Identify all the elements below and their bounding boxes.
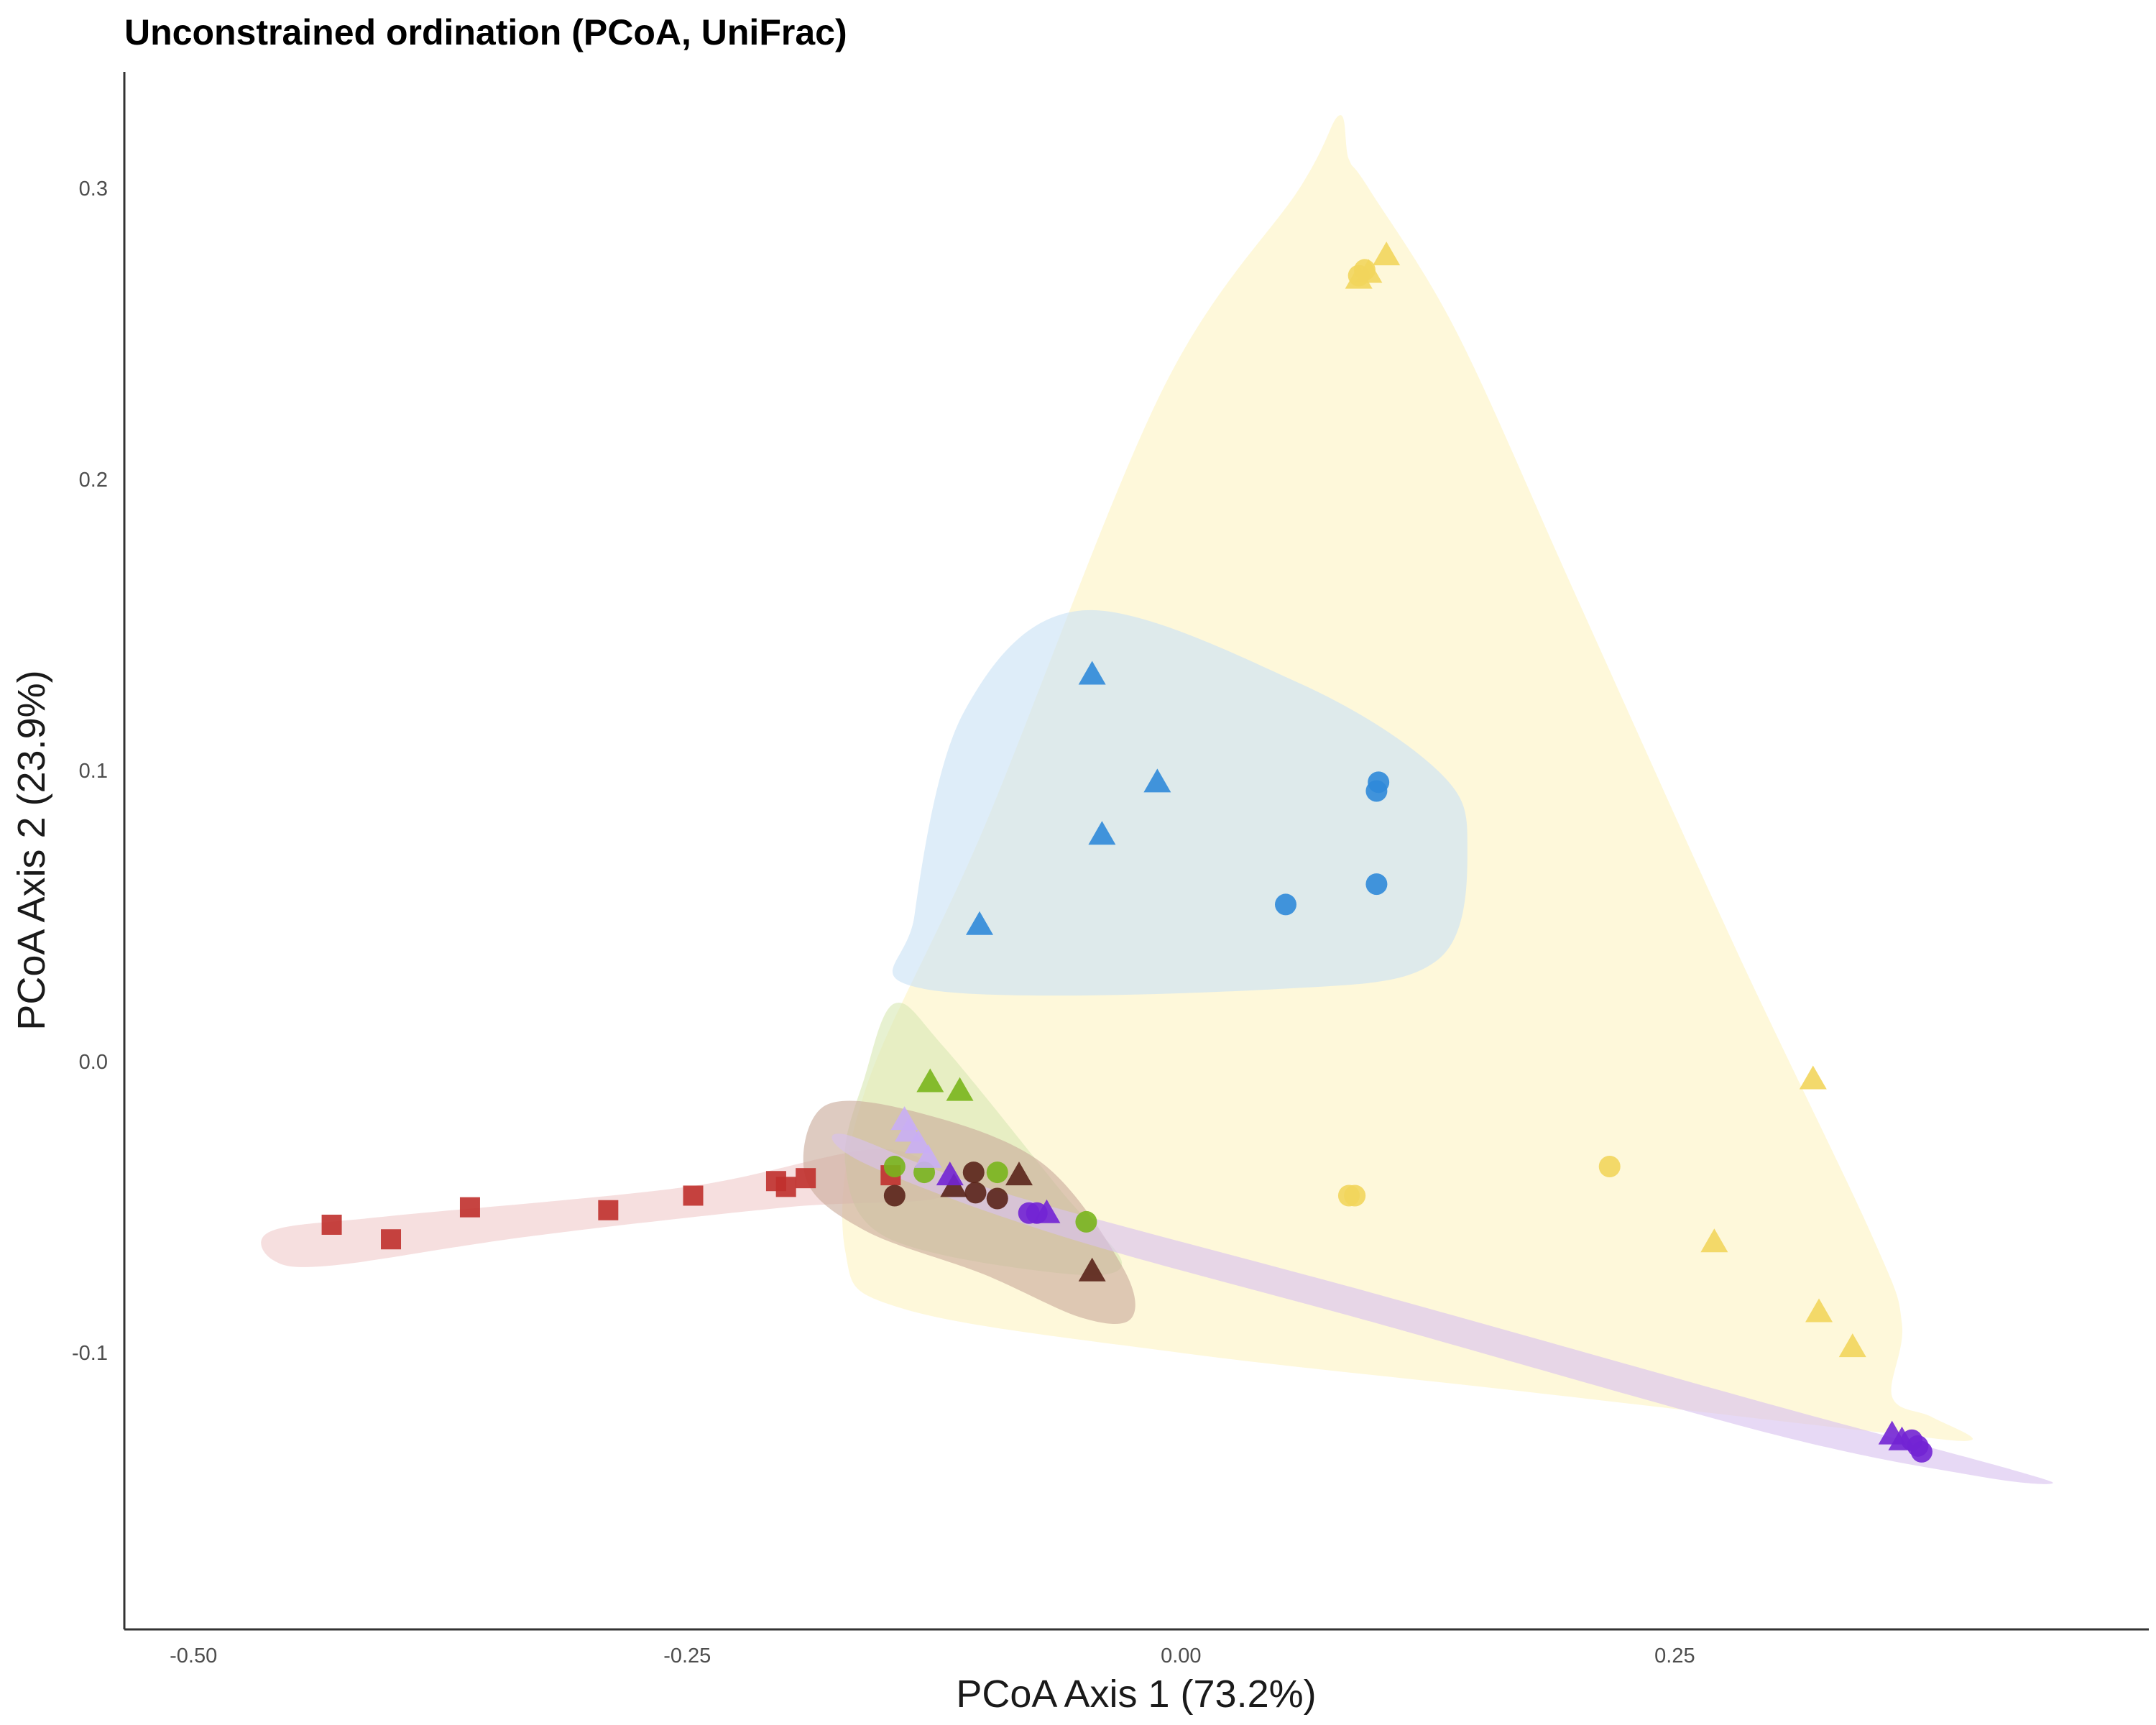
x-tick-label: -0.50	[170, 1644, 217, 1668]
data-point-g3-8	[796, 1168, 816, 1189]
x-axis-label: PCoA Axis 1 (73.2%)	[956, 1673, 1316, 1716]
y-tick-label: -0.1	[72, 1342, 108, 1365]
data-point-g5-3	[964, 1182, 987, 1204]
data-point-g5-4	[986, 1187, 1008, 1210]
data-point-g7-3	[904, 1129, 932, 1154]
data-point-g1-11	[1805, 1298, 1833, 1322]
data-point-g6-9	[1888, 1426, 1916, 1450]
hull-group-2	[892, 610, 1468, 996]
data-point-g2-6	[1143, 768, 1171, 793]
y-axis-ticks: -0.1 0.0 0.1 0.2 0.3	[72, 178, 108, 1365]
data-point-g1-5	[1598, 1155, 1621, 1177]
data-point-g4-6	[946, 1077, 974, 1101]
data-point-g2-5	[1078, 661, 1106, 685]
x-tick-label: -0.25	[663, 1644, 711, 1668]
data-point-g1-12	[1838, 1333, 1866, 1358]
points-layer	[321, 242, 1932, 1463]
data-point-g1-10	[1700, 1228, 1728, 1253]
data-point-g2-8	[966, 911, 994, 935]
x-tick-label: 0.00	[1161, 1644, 1201, 1668]
data-point-g3-7	[775, 1177, 796, 1197]
data-point-g3-4	[598, 1200, 619, 1220]
data-point-g4-3	[986, 1162, 1008, 1184]
data-point-g4-1	[883, 1155, 906, 1177]
y-tick-label: 0.3	[79, 178, 108, 201]
data-point-g1-4	[1344, 1184, 1366, 1207]
data-point-g6-6	[936, 1162, 964, 1186]
hull-layer	[261, 115, 2053, 1484]
data-point-g5-1	[883, 1184, 906, 1207]
data-point-g3-3	[459, 1197, 480, 1218]
data-point-g1-9	[1799, 1065, 1827, 1090]
data-point-g3-5	[683, 1185, 704, 1206]
data-point-g5-2	[962, 1162, 985, 1184]
x-tick-label: 0.25	[1654, 1644, 1695, 1668]
data-point-g4-4	[1075, 1210, 1097, 1233]
x-axis-ticks: -0.50 -0.25 0.00 0.25	[170, 1644, 1695, 1668]
data-point-g5-7	[1078, 1257, 1106, 1282]
data-point-g1-6	[1373, 242, 1401, 266]
data-point-g5-6	[1005, 1162, 1033, 1186]
data-point-g2-2	[1365, 780, 1388, 802]
data-point-g2-4	[1365, 873, 1388, 896]
y-axis-label: PCoA Axis 2 (23.9%)	[10, 670, 53, 1030]
data-point-g2-7	[1088, 821, 1116, 845]
y-tick-label: 0.2	[79, 469, 108, 492]
chart-title: Unconstrained ordination (PCoA, UniFrac)	[124, 12, 847, 52]
data-point-g2-3	[1274, 893, 1296, 916]
data-point-g4-5	[916, 1068, 944, 1092]
y-tick-label: 0.1	[79, 760, 108, 783]
data-point-g3-1	[321, 1214, 342, 1235]
data-point-g1-8	[1345, 264, 1373, 289]
y-tick-label: 0.0	[79, 1051, 108, 1074]
data-point-g3-2	[381, 1229, 402, 1250]
data-point-g6-7	[1033, 1199, 1061, 1223]
data-point-g7-4	[914, 1144, 942, 1168]
data-point-g6-5	[1910, 1440, 1932, 1463]
